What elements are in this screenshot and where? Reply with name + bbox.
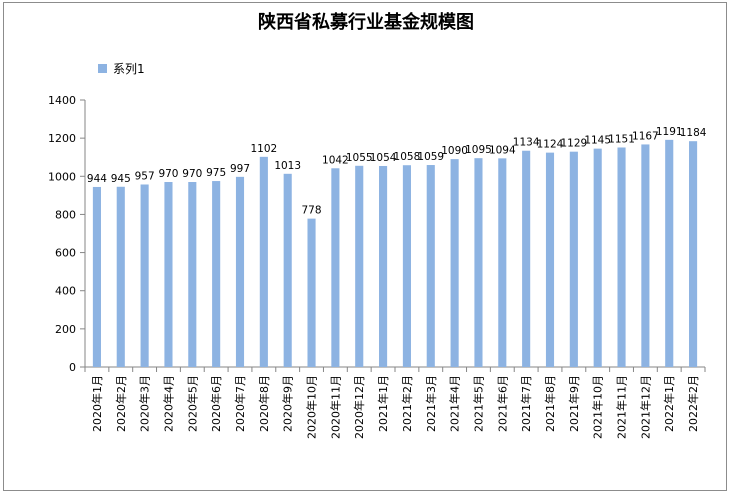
legend-label: 系列1: [113, 62, 145, 76]
x-tick-label: 2022年1月: [662, 375, 676, 432]
y-tick-label: 1200: [48, 132, 76, 145]
x-tick-label: 2020年6月: [209, 375, 223, 432]
x-tick-label: 2020年11月: [328, 375, 342, 439]
data-label: 778: [302, 205, 322, 217]
x-tick-label: 2020年9月: [281, 375, 295, 432]
data-label: 1013: [274, 160, 301, 172]
legend: 系列1: [98, 60, 145, 77]
bar: [498, 158, 507, 367]
bar: [188, 182, 197, 367]
data-label: 945: [111, 173, 131, 185]
bar: [426, 165, 435, 367]
y-tick-label: 0: [69, 361, 76, 374]
data-label: 1090: [441, 145, 468, 157]
y-tick-label: 400: [55, 285, 76, 298]
data-label: 1094: [489, 144, 516, 156]
y-tick-label: 800: [55, 208, 76, 221]
bar: [569, 151, 578, 367]
data-label: 1191: [656, 126, 683, 138]
data-label: 957: [135, 170, 155, 182]
x-tick-label: 2020年3月: [138, 375, 152, 432]
data-label: 1167: [632, 130, 659, 142]
bar: [474, 158, 483, 367]
x-tick-label: 2021年8月: [543, 375, 557, 432]
bar: [641, 144, 650, 367]
x-tick-label: 2020年5月: [185, 375, 199, 432]
y-tick-label: 200: [55, 323, 76, 336]
bar: [307, 218, 316, 367]
bar: [450, 159, 459, 367]
data-label: 944: [87, 173, 107, 185]
x-tick-label: 2021年5月: [471, 375, 485, 432]
data-label: 997: [230, 163, 250, 175]
x-tick-label: 2021年1月: [376, 375, 390, 432]
x-tick-label: 2020年7月: [233, 375, 247, 432]
data-label: 970: [158, 168, 178, 180]
data-label: 1095: [465, 144, 492, 156]
data-label: 1145: [584, 135, 611, 147]
legend-swatch: [98, 64, 107, 73]
bar: [116, 186, 125, 367]
x-tick-label: 2021年3月: [424, 375, 438, 432]
bar: [617, 147, 626, 367]
bar: [164, 182, 173, 367]
data-label: 975: [206, 167, 226, 179]
data-label: 1055: [346, 152, 373, 164]
data-label: 1059: [417, 151, 444, 163]
x-tick-label: 2021年4月: [448, 375, 462, 432]
data-label: 1134: [513, 137, 540, 149]
data-label: 970: [182, 168, 202, 180]
bar: [522, 150, 531, 367]
data-label: 1058: [394, 151, 421, 163]
x-tick-label: 2020年4月: [161, 375, 175, 432]
x-tick-label: 2021年12月: [638, 375, 652, 439]
bar: [331, 168, 340, 367]
x-tick-label: 2021年11月: [615, 375, 629, 439]
x-tick-label: 2021年6月: [495, 375, 509, 432]
bar: [402, 165, 411, 367]
bar: [355, 165, 364, 367]
y-tick-label: 1400: [48, 94, 76, 107]
bar: [593, 148, 602, 367]
bar: [259, 156, 268, 367]
data-label: 1102: [250, 143, 277, 155]
bar: [212, 181, 221, 367]
data-label: 1124: [537, 139, 564, 151]
x-tick-label: 2020年12月: [352, 375, 366, 439]
bar: [235, 176, 245, 367]
data-label: 1054: [370, 152, 397, 164]
y-tick-label: 1000: [48, 170, 76, 183]
x-tick-label: 2020年2月: [114, 375, 128, 432]
y-tick-label: 600: [55, 247, 76, 260]
bar: [379, 165, 388, 367]
bar: [689, 141, 698, 367]
chart-title: 陕西省私募行业基金规模图: [258, 12, 474, 33]
bar: [665, 139, 674, 367]
data-label: 1151: [608, 133, 635, 145]
bar: [92, 186, 101, 367]
x-tick-label: 2020年1月: [90, 375, 104, 432]
x-tick-label: 2021年10月: [591, 375, 605, 439]
bar: [283, 173, 292, 367]
data-label: 1129: [560, 138, 587, 150]
x-tick-label: 2020年8月: [257, 375, 271, 432]
x-tick-label: 2021年7月: [519, 375, 533, 432]
bar: [140, 184, 149, 367]
x-tick-label: 2021年9月: [567, 375, 581, 432]
x-tick-label: 2022年2月: [686, 375, 700, 432]
x-tick-label: 2020年10月: [305, 375, 319, 439]
data-label: 1184: [680, 127, 707, 139]
bar: [545, 152, 555, 367]
data-label: 1042: [322, 154, 349, 166]
x-tick-label: 2021年2月: [400, 375, 414, 432]
